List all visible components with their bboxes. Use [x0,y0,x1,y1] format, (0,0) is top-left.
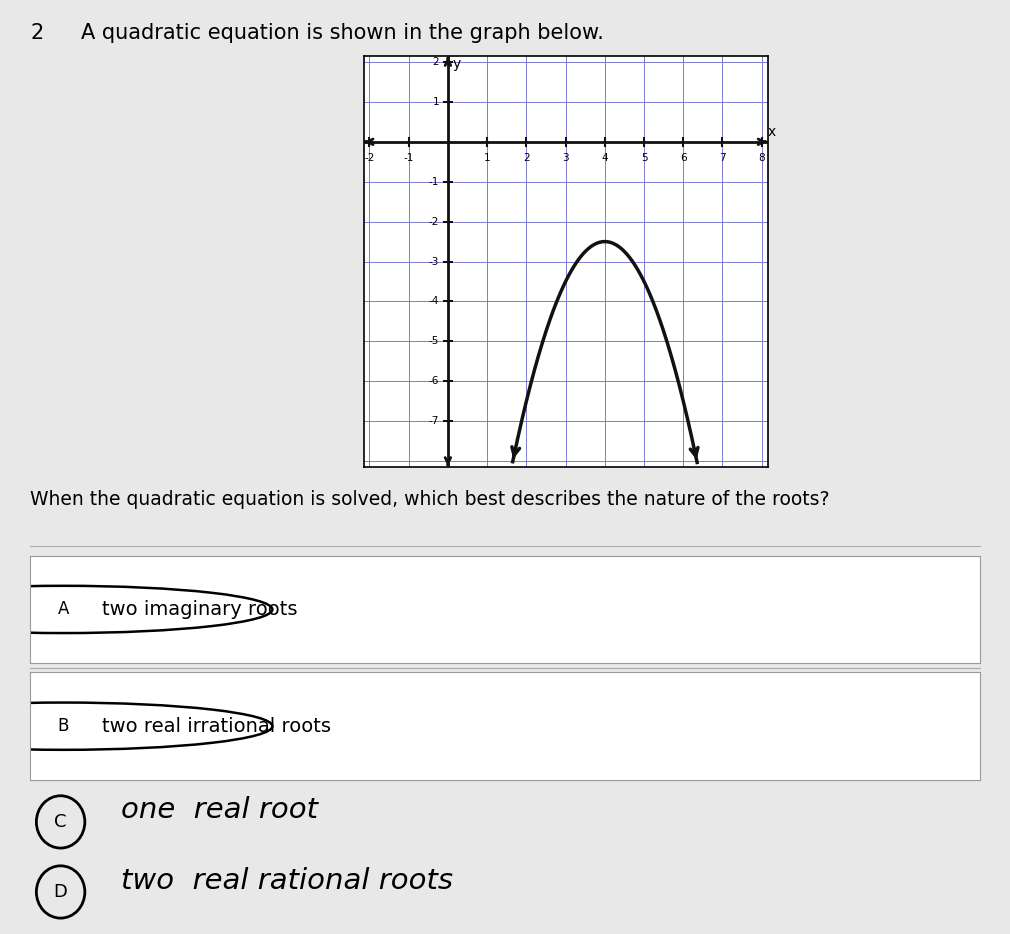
Text: -2: -2 [429,217,439,227]
Text: -5: -5 [429,336,439,347]
Text: one  real root: one real root [121,796,318,824]
Text: B: B [58,717,70,735]
Text: 2: 2 [523,153,529,163]
Text: -4: -4 [429,296,439,306]
Text: 6: 6 [680,153,687,163]
Text: A: A [58,601,70,618]
Text: -1: -1 [429,177,439,187]
Text: two  real rational roots: two real rational roots [121,867,453,895]
Text: two imaginary roots: two imaginary roots [101,600,297,619]
Text: -6: -6 [429,376,439,387]
Text: C: C [55,813,67,831]
Text: -3: -3 [429,257,439,266]
Text: 2: 2 [30,23,43,43]
Text: -1: -1 [404,153,414,163]
Text: -7: -7 [429,417,439,426]
Text: D: D [54,883,68,901]
Text: y: y [452,57,461,71]
Text: When the quadratic equation is solved, which best describes the nature of the ro: When the quadratic equation is solved, w… [30,490,830,509]
Text: 1: 1 [484,153,491,163]
Text: 4: 4 [602,153,608,163]
Text: two real irrational roots: two real irrational roots [101,716,330,736]
Text: A quadratic equation is shown in the graph below.: A quadratic equation is shown in the gra… [81,23,604,43]
Text: 2: 2 [432,57,439,67]
Text: 7: 7 [719,153,726,163]
Text: 3: 3 [563,153,569,163]
Text: -2: -2 [365,153,375,163]
Text: 5: 5 [640,153,647,163]
Text: 1: 1 [432,97,439,106]
Text: 8: 8 [759,153,765,163]
Text: x: x [768,124,776,138]
